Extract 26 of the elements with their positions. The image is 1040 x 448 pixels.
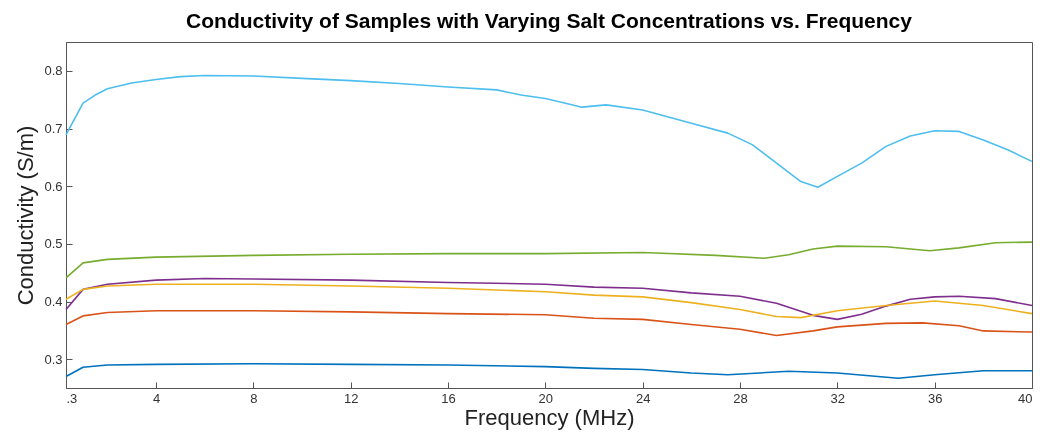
y-tick-label: 0.8 — [44, 63, 63, 79]
line-series — [65, 309, 1033, 337]
chart-title: Conductivity of Samples with Varying Salt Concentrations vs. Frequency — [186, 9, 913, 32]
y-tick-label: 0.7 — [44, 121, 63, 136]
line-series — [65, 277, 1033, 321]
y-axis-title: Conductivity (S/m) — [13, 125, 39, 306]
x-tick-label: .3 — [66, 390, 78, 406]
x-tick-label: 28 — [733, 390, 748, 406]
x-tick-label: 20 — [538, 390, 554, 406]
x-tick-label: 12 — [343, 390, 359, 406]
x-tick-label: 4 — [152, 390, 161, 406]
x-tick-label: 8 — [250, 390, 258, 406]
x-tick-label: 32 — [830, 390, 846, 406]
x-tick-label: 24 — [635, 390, 651, 406]
x-tick-label: 16 — [441, 390, 456, 406]
y-tick-label: 0.5 — [44, 236, 63, 252]
line-series — [65, 362, 1033, 379]
x-tick-label: 40 — [1018, 390, 1033, 406]
x-axis-title: Frequency (MHz) — [464, 404, 635, 430]
y-tick-label: 0.4 — [44, 294, 63, 309]
x-tick-label: 36 — [927, 390, 943, 406]
y-tick-label: 0.6 — [44, 178, 63, 194]
line-series — [65, 241, 1033, 279]
y-tick-label: 0.3 — [44, 351, 63, 367]
line-series — [65, 74, 1033, 189]
line-series — [65, 283, 1033, 319]
